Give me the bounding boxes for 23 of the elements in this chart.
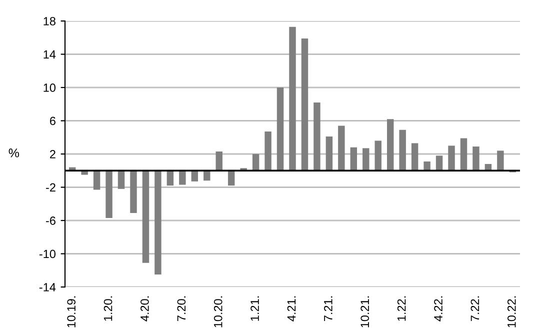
x-tick-label: 1.21. xyxy=(250,296,259,321)
y-tick-label: -14 xyxy=(39,283,56,292)
x-tick-label: 10.19. xyxy=(67,296,76,328)
y-tick-label: -6 xyxy=(46,216,56,225)
y-tick-label: 18 xyxy=(44,17,56,26)
y-tick-label: 6 xyxy=(50,116,56,126)
y-tick-label: -10 xyxy=(39,250,56,258)
y-tick-label: 10 xyxy=(44,84,56,92)
y-tick-label: -2 xyxy=(46,183,56,192)
x-tick-label: 1.22. xyxy=(397,296,406,321)
x-tick-label: 10.20. xyxy=(214,296,222,328)
x-tick-label: 10.22. xyxy=(507,296,516,328)
y-tick-label: 2 xyxy=(50,150,56,158)
y-tick-label: 14 xyxy=(44,50,56,59)
x-tick-label: 10.21. xyxy=(360,296,370,328)
x-tick-label: 4.21. xyxy=(287,296,296,322)
x-tick-label: 7.22. xyxy=(470,296,480,321)
x-tick-label: 4.20. xyxy=(140,296,149,322)
x-tick-label: 1.20. xyxy=(104,296,112,321)
x-tick-label: 7.21. xyxy=(324,296,332,321)
x-tick-label: 7.20. xyxy=(177,296,186,321)
x-tick-label: 4.22. xyxy=(434,296,442,322)
y-axis-title: % xyxy=(8,148,20,158)
